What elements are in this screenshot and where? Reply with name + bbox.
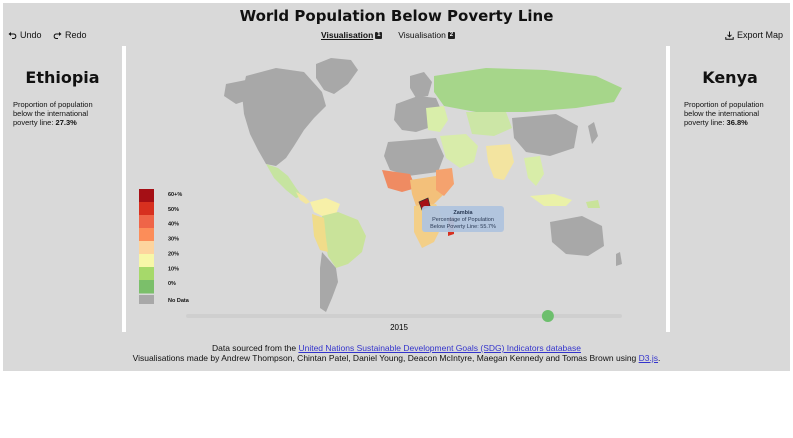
- tooltip-country: Zambia: [453, 210, 473, 216]
- map-region-china[interactable]: [512, 114, 578, 156]
- map-region-north-america[interactable]: [242, 68, 326, 166]
- year-slider-handle[interactable]: [541, 310, 554, 322]
- map-region-australia[interactable]: [550, 216, 604, 256]
- map-region-indonesia[interactable]: [530, 194, 572, 206]
- app-container: World Population Below Poverty Line Undo…: [3, 3, 790, 371]
- sdg-database-link[interactable]: United Nations Sustainable Development G…: [298, 343, 581, 353]
- map-region-peru-bolivia[interactable]: [312, 214, 328, 252]
- legend-swatch: [139, 254, 154, 268]
- legend-label: 30%: [168, 237, 179, 243]
- year-slider-track[interactable]: [186, 314, 622, 318]
- map-region-middle-east[interactable]: [440, 134, 478, 168]
- legend-swatch: [139, 189, 154, 203]
- undo-button[interactable]: Undo: [8, 30, 42, 40]
- left-divider: [122, 46, 126, 332]
- map-region-mexico[interactable]: [266, 164, 302, 198]
- footer-line-2: Visualisations made by Andrew Thompson, …: [3, 353, 790, 363]
- download-icon: [725, 31, 734, 40]
- d3js-link[interactable]: D3.js: [638, 353, 659, 363]
- legend-label: 0%: [168, 281, 176, 287]
- undo-label: Undo: [20, 30, 42, 40]
- map-region-india[interactable]: [486, 144, 514, 180]
- map-legend: 60+% 50% 40% 30% 20% 10% 0% No Data: [139, 189, 190, 304]
- tab-visualisation-1[interactable]: Visualisation 1: [321, 30, 383, 40]
- right-country-description: Proportion of population below the inter…: [684, 100, 764, 127]
- left-country-panel: Ethiopia Proportion of population below …: [3, 46, 122, 332]
- right-divider: [666, 46, 670, 332]
- undo-icon: [8, 32, 17, 39]
- footer: Data sourced from the United Nations Sus…: [3, 336, 790, 371]
- tooltip-line-1: Percentage of Population: [432, 217, 494, 223]
- year-slider[interactable]: [186, 310, 622, 322]
- toolbar: Undo Redo Visualisation 1 Visualisation …: [3, 30, 790, 44]
- tab-visualisation-2-label: Visualisation: [398, 30, 446, 40]
- legend-label: 40%: [168, 222, 179, 228]
- map-region-central-america[interactable]: [296, 192, 310, 204]
- legend-swatch: [139, 280, 154, 294]
- map-region-japan[interactable]: [588, 122, 598, 144]
- map-region-southeast-asia[interactable]: [524, 156, 544, 186]
- legend-swatch: [139, 267, 154, 281]
- right-country-name: Kenya: [702, 68, 758, 87]
- tab-visualisation-1-number: 1: [375, 31, 383, 39]
- export-map-label: Export Map: [737, 30, 784, 40]
- footer-line-1-prefix: Data sourced from the: [211, 343, 299, 353]
- right-country-stat: Proportion of population below the inter…: [684, 100, 784, 127]
- map-tooltip: Zambia Percentage of Population Below Po…: [422, 206, 504, 232]
- tab-visualisation-2[interactable]: Visualisation 2: [398, 30, 455, 40]
- map-region-east-africa[interactable]: [436, 168, 454, 196]
- year-label: 2015: [390, 323, 408, 332]
- legend-swatch: [139, 202, 154, 216]
- map-region-brazil[interactable]: [322, 212, 366, 268]
- map-region-papua-new-guinea[interactable]: [586, 200, 600, 208]
- right-country-panel: Kenya Proportion of population below the…: [670, 46, 790, 332]
- map-region-eastern-europe[interactable]: [426, 106, 448, 132]
- map-region-north-africa[interactable]: [384, 138, 444, 176]
- map-region-central-africa[interactable]: [410, 176, 444, 206]
- legend-swatch: [139, 215, 154, 229]
- map-region-alaska[interactable]: [224, 80, 248, 104]
- redo-icon: [53, 32, 62, 39]
- redo-label: Redo: [65, 30, 87, 40]
- left-country-value: 27.3%: [55, 118, 77, 127]
- map-region-new-zealand[interactable]: [616, 252, 622, 266]
- page-title: World Population Below Poverty Line: [239, 7, 554, 25]
- tab-visualisation-1-label: Visualisation: [321, 30, 374, 40]
- map-region-russia[interactable]: [434, 68, 622, 112]
- footer-line-1: Data sourced from the United Nations Sus…: [3, 343, 790, 353]
- legend-label: 50%: [168, 207, 179, 213]
- world-map[interactable]: Zambia Percentage of Population Below Po…: [126, 46, 666, 332]
- left-country-stat: Proportion of population below the inter…: [13, 100, 113, 127]
- map-region-colombia-venezuela[interactable]: [310, 198, 340, 216]
- legend-swatch: [139, 228, 154, 242]
- world-map-svg[interactable]: Zambia Percentage of Population Below Po…: [126, 46, 666, 332]
- visualisation-tabs: Visualisation 1 Visualisation 2: [321, 30, 455, 40]
- left-country-name: Ethiopia: [25, 68, 100, 87]
- legend-label: 20%: [168, 251, 179, 257]
- export-map-button[interactable]: Export Map: [725, 30, 783, 40]
- map-region-scandinavia[interactable]: [410, 72, 432, 98]
- legend-label: 10%: [168, 266, 179, 272]
- footer-line-2-prefix: Visualisations made by Andrew Thompson, …: [132, 353, 639, 363]
- map-region-west-africa[interactable]: [382, 170, 416, 192]
- right-country-value: 36.8%: [726, 118, 748, 127]
- map-region-southern-cone[interactable]: [320, 252, 338, 312]
- legend-no-data-swatch: [139, 295, 154, 304]
- left-country-description: Proportion of population below the inter…: [13, 100, 93, 127]
- tab-visualisation-2-number: 2: [447, 31, 455, 39]
- map-region-central-asia[interactable]: [466, 112, 512, 136]
- legend-label: 60+%: [168, 192, 182, 198]
- footer-line-2-suffix: .: [658, 353, 661, 363]
- legend-label: No Data: [168, 298, 190, 304]
- map-region-greenland[interactable]: [316, 58, 358, 94]
- redo-button[interactable]: Redo: [53, 30, 87, 40]
- tooltip-line-2: Below Poverty Line: 55.7%: [430, 224, 496, 230]
- legend-swatch: [139, 241, 154, 255]
